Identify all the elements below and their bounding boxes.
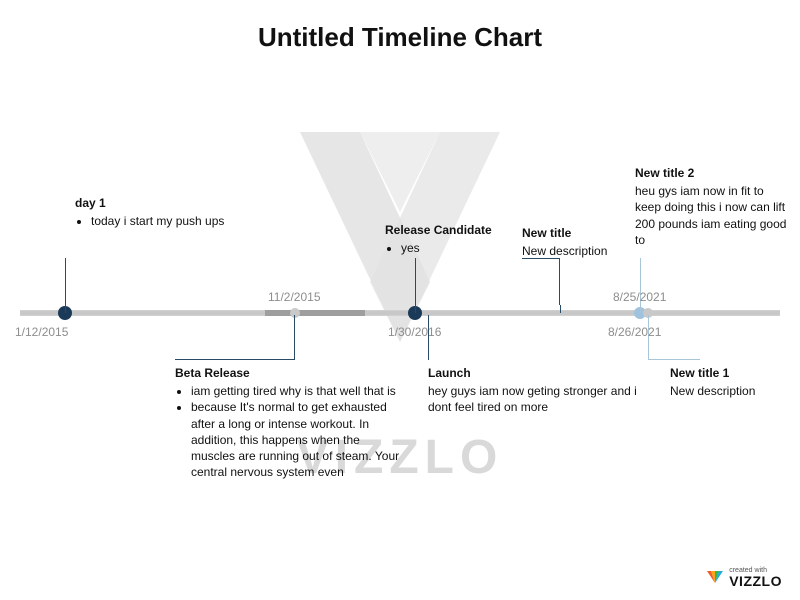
event-date-day1: 1/12/2015 — [15, 325, 68, 339]
event-stem-day1 — [65, 258, 66, 313]
event-desc-newtitle: New description — [522, 243, 632, 259]
vizzlo-icon — [705, 568, 725, 588]
event-connector-beta — [175, 315, 295, 360]
event-title-newtitle: New title — [522, 225, 632, 241]
event-title-day1: day 1 — [75, 195, 255, 211]
event-connector-newtitle — [522, 258, 560, 305]
event-desc-nt1: New description — [670, 383, 790, 399]
event-title-beta: Beta Release — [175, 365, 400, 381]
event-entry-beta: Beta Release iam getting tired why is tha… — [175, 365, 400, 480]
event-bullet: today i start my push ups — [91, 213, 255, 229]
event-desc-launch: hey guys iam now geting stronger and i d… — [428, 383, 648, 415]
event-title-launch: Launch — [428, 365, 648, 381]
event-entry-newtitle: New title New description — [522, 225, 632, 259]
event-entry-nt1: New title 1 New description — [670, 365, 790, 399]
footer-brand: VIZZLO — [729, 574, 782, 588]
event-bullet: because It's normal to get exhausted aft… — [191, 399, 400, 480]
event-entry-day1: day 1 today i start my push ups — [75, 195, 255, 229]
event-date-nt1: 8/26/2021 — [608, 325, 661, 339]
event-title-nt1: New title 1 — [670, 365, 790, 381]
footer-logo: created with VIZZLO — [705, 567, 782, 588]
event-title-nt2: New title 2 — [635, 165, 790, 181]
event-date-rc: 1/30/2016 — [388, 325, 441, 339]
event-desc-nt2: heu gys iam now in fit to keep doing thi… — [635, 183, 790, 248]
event-entry-launch: Launch hey guys iam now geting stronger a… — [428, 365, 648, 416]
event-date-nt2: 8/25/2021 — [613, 290, 666, 304]
event-entry-nt2: New title 2 heu gys iam now in fit to kee… — [635, 165, 790, 248]
event-date-beta: 11/2/2015 — [268, 290, 321, 304]
event-bullet: yes — [401, 240, 525, 256]
event-stem-nt2 — [640, 258, 641, 313]
event-entry-rc: Release Candidate yes — [385, 222, 525, 256]
chart-title: Untitled Timeline Chart — [0, 22, 800, 53]
event-bullet: iam getting tired why is that well that … — [191, 383, 400, 399]
event-title-rc: Release Candidate — [385, 222, 525, 238]
event-connector-launch — [428, 315, 429, 360]
event-stem-rc — [415, 258, 416, 313]
